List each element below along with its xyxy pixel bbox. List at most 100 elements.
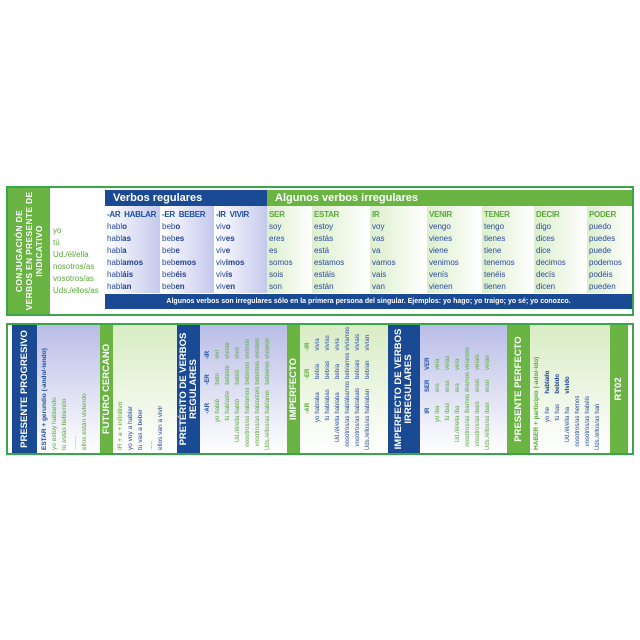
- conjugation: podéis: [589, 270, 613, 279]
- table-row: vosotros/as habéis: [585, 395, 591, 447]
- table-row: nosotros/as hablábamos bebíamos vivíamos: [345, 326, 351, 447]
- irregular-column: DECIR digo dices dice decimos decís dicen: [534, 206, 587, 293]
- conjugation: están: [314, 282, 334, 291]
- preterito-table: -AR -ER -IR yo hablé bebí viví tú hablaste bebist…: [200, 325, 287, 453]
- conjugation: bebo: [162, 222, 181, 231]
- column-head: VER: [425, 357, 431, 370]
- conjugation: bebes: [162, 234, 185, 243]
- table-row: yo he hablado: [545, 370, 551, 422]
- conjugation: pueden: [589, 282, 616, 291]
- irregular-column: IR voy vas va vamos vais van: [370, 206, 427, 293]
- column-head: PODER: [589, 210, 616, 219]
- conjugation: van: [372, 282, 385, 291]
- pronoun: yo: [53, 226, 62, 235]
- conjugation: habla: [107, 246, 127, 255]
- column-head: TENER: [484, 210, 510, 219]
- example-line: ........: [71, 435, 78, 450]
- futuro-cercano-content: IR + a + infinitivo yo voy a hablar tú vas…: [113, 325, 177, 453]
- column-head: -ER: [205, 374, 211, 385]
- conjugation: venimos: [429, 258, 459, 267]
- column-head: SER: [269, 210, 285, 219]
- table-row: vosotros/as ibais erais veíais: [475, 354, 481, 447]
- conjugation: estoy: [314, 222, 334, 231]
- conjugation: tenéis: [484, 270, 506, 279]
- table-row: Uds./ellos/as hablaron bebieron vivieron: [265, 338, 271, 450]
- formula: IR + a + infinitivo: [117, 401, 124, 450]
- column-head: -IR: [305, 342, 311, 351]
- futuro-cercano-header: FUTURO CERCANO: [100, 325, 113, 453]
- preterito-header: PRETÉRITO DE VERBOS REGULARES: [177, 325, 200, 453]
- column-head: -ER: [305, 368, 311, 379]
- conjugation: viven: [216, 282, 236, 291]
- conjugation: estás: [314, 234, 334, 243]
- table-row: tú hablaste bebiste viviste: [225, 342, 231, 421]
- end-panel: RT02: [610, 325, 628, 453]
- conjugation: bebéis: [162, 270, 187, 279]
- table-row: yo hablé bebí viví: [215, 349, 221, 422]
- regular-column: -AR HABLAR hablo hablas habla hablamos hablái…: [105, 206, 160, 293]
- column-head: -AR: [305, 402, 311, 414]
- conjugation: está: [314, 246, 330, 255]
- side-title: CONJUGACIÓN DE VERBOS EN PRESENTE DE IND…: [14, 191, 44, 311]
- regular-header: Verbos regulares: [105, 190, 267, 206]
- conjugation: tienes: [484, 234, 506, 243]
- side-title-panel: CONJUGACIÓN DE VERBOS EN PRESENTE DE IND…: [8, 188, 50, 314]
- product-code: RT02: [613, 377, 624, 401]
- conjugation: habláis: [107, 270, 134, 279]
- conjugation: vamos: [372, 258, 396, 267]
- conjugation: tienen: [484, 282, 506, 291]
- table-row: Uds./ellos/as hablaban bebían vivían: [365, 334, 371, 450]
- conjugation: bebemos: [162, 258, 197, 267]
- table-row: vosotros/as hablasteis bebisteis vivisteis: [255, 337, 261, 447]
- conjugation: vais: [372, 270, 387, 279]
- table-row: Ud./él/ella iba era veía: [455, 358, 461, 443]
- conjugation-table: yo he hablado tú has bebido Ud./él/ella ha vivid…: [543, 370, 603, 451]
- table-row: tú hablabas bebías vivías: [325, 335, 331, 421]
- regular-column: -IR VIVIR vivo vives vive vivimos vivís viven: [214, 206, 267, 293]
- conjugation: vive: [216, 246, 231, 255]
- conjugation-table: IR SER VER yo iba era veía tú ibas eras veías Ud./é…: [423, 346, 493, 451]
- pronoun: tú: [53, 238, 60, 247]
- conjugation: vengo: [429, 222, 451, 231]
- footer-note: Algunos verbos son irregulares sólo en l…: [105, 294, 632, 309]
- example-line: ellos están viviendo: [81, 393, 88, 450]
- imperfecto-table: -AR -ER -IR yo hablaba bebía vivía tú hablabas be…: [300, 325, 388, 453]
- conjugation: podemos: [589, 258, 622, 267]
- conjugation: hablo: [107, 222, 128, 231]
- column-head: IR: [372, 210, 380, 219]
- table-row: yo iba era veía: [435, 358, 441, 422]
- column-head: -ER BEBER: [162, 210, 206, 219]
- conjugation: tiene: [484, 246, 502, 255]
- pronoun: vosotros/as: [53, 274, 94, 283]
- conjugation: vas: [372, 234, 385, 243]
- conjugation: estáis: [314, 270, 335, 279]
- irregular-column: VENIR vengo vienes viene venimos venís vienen: [427, 206, 482, 293]
- section-title: PRETÉRITO DE VERBOS REGULARES: [177, 332, 199, 446]
- conjugation: bebe: [162, 246, 180, 255]
- table-row: Ud./él/ella habló bebió vivió: [235, 346, 241, 443]
- conjugation: decimos: [536, 258, 566, 267]
- conjugation: es: [269, 246, 278, 255]
- table-row: tú ibas eras veías: [445, 355, 451, 421]
- pronoun: Ud./él/ella: [53, 250, 89, 259]
- conjugation: soy: [269, 222, 282, 231]
- conjugation: vives: [216, 234, 235, 243]
- regular-column: -ER BEBER bebo bebes bebe bebemos bebéis beben: [160, 206, 214, 293]
- conjugation: digo: [536, 222, 552, 231]
- pronoun-column: yo tú Ud./él/ella nosotros/as vosotros/as Uds…: [50, 188, 105, 314]
- column-head: DECIR: [536, 210, 560, 219]
- imperfecto-irregulares-table: IR SER VER yo iba era veía tú ibas eras veías Ud./é…: [420, 325, 507, 453]
- table-row: Ud./él/ella hablaba bebía vivía: [335, 338, 341, 443]
- table-row: tú has bebido: [555, 373, 561, 421]
- formula: HABER + participio (-ado/-ido): [533, 356, 540, 450]
- conjugation: tenemos: [484, 258, 515, 267]
- irregular-column: PODER puedo puedes puede podemos podéis pueden: [587, 206, 632, 293]
- column-head: -IR VIVIR: [216, 210, 250, 219]
- conjugation: voy: [372, 222, 385, 231]
- presente-perfecto-content: HABER + participio (-ado/-ido) yo he hablad…: [530, 325, 610, 453]
- conjugation: vienen: [429, 282, 453, 291]
- conjugation: hablas: [107, 234, 132, 243]
- presente-progresivo-header: PRESENTE PROGRESIVO: [12, 325, 37, 453]
- conjugation: vienes: [429, 234, 453, 243]
- column-head: -IR: [205, 350, 211, 359]
